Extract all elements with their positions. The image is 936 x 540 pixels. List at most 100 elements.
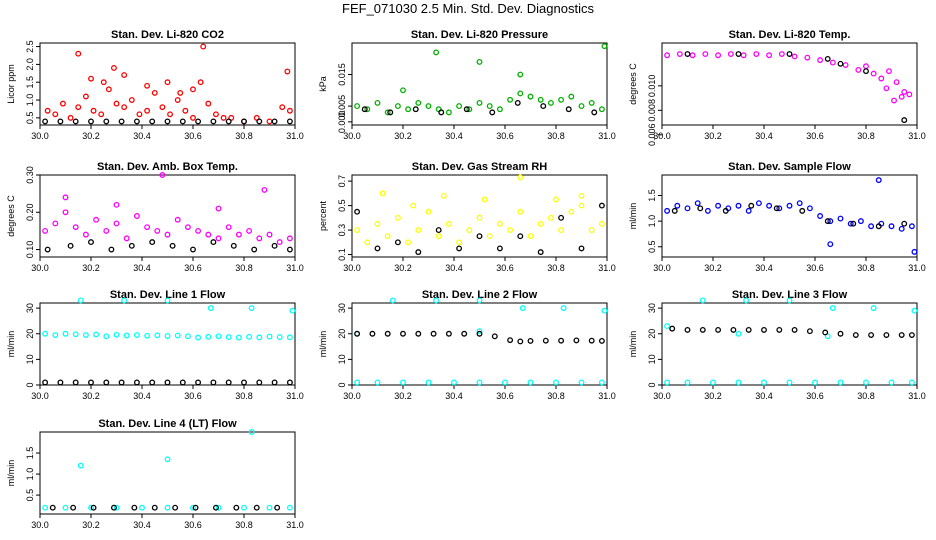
series-secondary xyxy=(354,202,605,256)
series-primary xyxy=(354,43,608,116)
data-point xyxy=(149,379,156,386)
data-point xyxy=(578,202,585,209)
data-point xyxy=(110,504,117,511)
plot-frame xyxy=(661,42,918,126)
data-point xyxy=(829,59,836,66)
panel-1: Stan. Dev. Li-820 CO2 30.0 30.2 30.4 30.6 30.… xyxy=(6,29,304,141)
panel-6: Stan. Dev. Sample Flow 30.0 30.2 30.4 30.6 30… xyxy=(628,161,926,273)
x-tick-label: 30.2 xyxy=(82,391,100,401)
data-point xyxy=(42,227,49,234)
y-tick-label: 0.20 xyxy=(25,204,35,222)
data-point xyxy=(266,504,273,511)
data-point xyxy=(286,334,293,341)
panel-title: Stan. Dev. Gas Stream RH xyxy=(412,161,548,173)
x-tick-label: 30.4 xyxy=(755,131,773,141)
data-point xyxy=(699,326,706,333)
data-point xyxy=(113,331,120,338)
y-tick-label: 0.5 xyxy=(25,489,35,502)
data-point xyxy=(75,50,82,57)
x-tick-label: 31.0 xyxy=(598,131,616,141)
data-point xyxy=(286,235,293,242)
data-point xyxy=(684,326,691,333)
data-point xyxy=(256,334,263,341)
data-point xyxy=(893,79,900,86)
y-tick-label: 0.3 xyxy=(337,224,347,237)
data-point xyxy=(891,97,897,104)
data-point xyxy=(77,462,84,469)
x-tick-label: 31.0 xyxy=(286,131,304,141)
data-point xyxy=(364,106,371,113)
data-point xyxy=(128,242,135,249)
y-tick-label: 10 xyxy=(647,354,657,364)
data-point xyxy=(98,111,105,118)
data-point xyxy=(870,70,877,77)
data-point xyxy=(57,118,64,125)
data-point xyxy=(182,107,189,114)
x-tick-label: 31.0 xyxy=(286,263,304,273)
panel-2: Stan. Dev. Li-820 Pressure 30.0 30.2 30.4 30… xyxy=(318,29,616,141)
data-point xyxy=(230,242,237,249)
data-point xyxy=(486,233,493,240)
data-point xyxy=(601,43,608,50)
data-point xyxy=(461,330,468,337)
data-point xyxy=(220,114,227,121)
y-axis-label: ml/min xyxy=(6,460,16,487)
data-point xyxy=(537,221,544,227)
data-point xyxy=(824,218,831,225)
x-tick-label: 30.4 xyxy=(755,263,773,273)
data-point xyxy=(415,249,422,256)
data-point xyxy=(863,63,869,70)
data-point xyxy=(735,330,742,337)
data-point xyxy=(547,214,554,221)
data-point xyxy=(100,79,107,86)
x-tick-label: 30.0 xyxy=(31,391,49,401)
data-point xyxy=(256,118,263,125)
data-point xyxy=(745,207,752,214)
data-point xyxy=(192,504,199,511)
data-point xyxy=(190,114,196,121)
data-point xyxy=(154,227,161,234)
panel-title: Stan. Dev. Li-820 Pressure xyxy=(411,29,548,41)
data-point xyxy=(384,109,391,116)
data-point xyxy=(527,93,534,100)
data-point xyxy=(863,379,869,386)
panel-title: Stan. Dev. Li-820 CO2 xyxy=(111,29,224,41)
data-point xyxy=(253,504,260,511)
data-point xyxy=(908,379,915,386)
y-tick-label: 0.5 xyxy=(25,112,35,125)
data-point xyxy=(868,332,875,338)
y-axis-label: Licor ppm xyxy=(6,64,16,104)
data-point xyxy=(837,379,844,386)
x-tick-label: 30.2 xyxy=(394,263,412,273)
y-tick-label: 1.0 xyxy=(25,468,35,481)
data-point xyxy=(164,231,171,238)
data-point xyxy=(133,118,140,125)
x-tick-label: 30.8 xyxy=(857,263,875,273)
data-point xyxy=(806,205,813,212)
data-point xyxy=(888,379,895,386)
data-point xyxy=(911,248,918,255)
data-point xyxy=(246,333,253,340)
data-point xyxy=(113,504,120,511)
x-tick-label: 30.2 xyxy=(704,131,722,141)
x-tick-label: 30.0 xyxy=(343,131,361,141)
x-tick-label: 30.8 xyxy=(857,131,875,141)
data-point xyxy=(888,223,895,230)
data-point xyxy=(354,103,361,110)
data-point xyxy=(113,220,120,227)
y-tick-label: 0.008 xyxy=(647,99,657,122)
data-point xyxy=(103,333,110,340)
data-point xyxy=(177,89,184,96)
y-tick-label: 0.006 xyxy=(647,124,657,147)
panel-title: Stan. Dev. Line 2 Flow xyxy=(422,289,538,301)
data-point xyxy=(90,504,97,511)
x-tick-label: 30.6 xyxy=(496,391,514,401)
panel-title: Stan. Dev. Amb. Box Temp. xyxy=(97,161,238,173)
data-point xyxy=(817,57,824,64)
data-point xyxy=(133,332,140,338)
data-point xyxy=(855,66,862,73)
data-point xyxy=(573,337,580,344)
data-point xyxy=(415,99,422,106)
data-point xyxy=(123,332,130,339)
data-point xyxy=(276,334,283,341)
